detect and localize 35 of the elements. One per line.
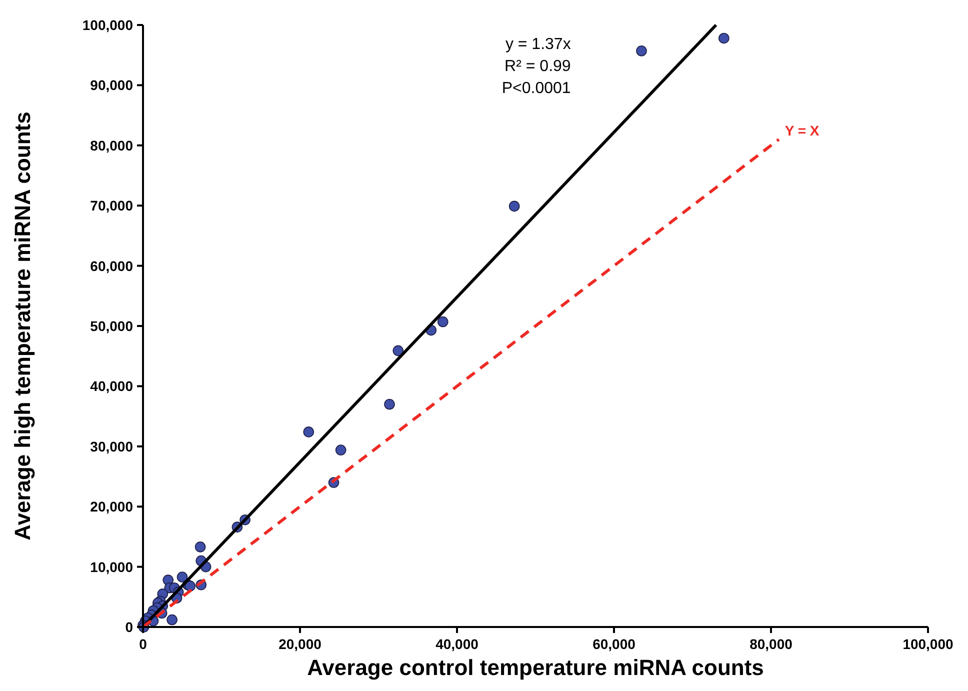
y-tick-label: 80,000: [90, 137, 134, 154]
point: [303, 426, 314, 438]
annotation: R² = 0.99: [504, 58, 571, 75]
x-tick-label: 0: [139, 636, 148, 652]
point: [718, 32, 730, 44]
x-tick-label: 80,000: [750, 636, 793, 652]
x-tick-label: 60,000: [592, 636, 636, 652]
annotation: y = 1.37x: [505, 36, 571, 53]
y-tick-label: 10,000: [90, 558, 134, 575]
x-axis-title: Average control temperature miRNA counts: [307, 655, 764, 680]
y-tick-label: 70,000: [90, 198, 134, 214]
y-tick-label: 20,000: [90, 498, 134, 515]
y-tick-label: 0: [125, 619, 134, 635]
point: [176, 572, 188, 582]
point: [335, 444, 346, 456]
point: [194, 542, 206, 552]
y-tick-label: 60,000: [90, 258, 134, 274]
y-tick-label: 100,000: [82, 17, 134, 33]
y-tick-label: 90,000: [90, 77, 134, 94]
y-axis-title: Average high temperature miRNA counts: [10, 112, 35, 540]
x-tick-label: 40,000: [436, 636, 479, 652]
point: [184, 580, 196, 592]
series-label: Y = X: [784, 122, 820, 138]
point: [437, 316, 448, 328]
point: [636, 45, 647, 56]
y-tick-label: 50,000: [90, 318, 134, 334]
y-tick-label: 30,000: [90, 438, 134, 454]
y-tick-label: 40,000: [90, 378, 134, 394]
x-tick-label: 100,000: [902, 636, 954, 652]
point: [392, 345, 404, 356]
x-tick-label: 20,000: [278, 636, 322, 652]
point: [384, 398, 395, 410]
point: [508, 200, 520, 212]
annotation: P<0.0001: [502, 80, 571, 97]
point: [166, 614, 178, 626]
